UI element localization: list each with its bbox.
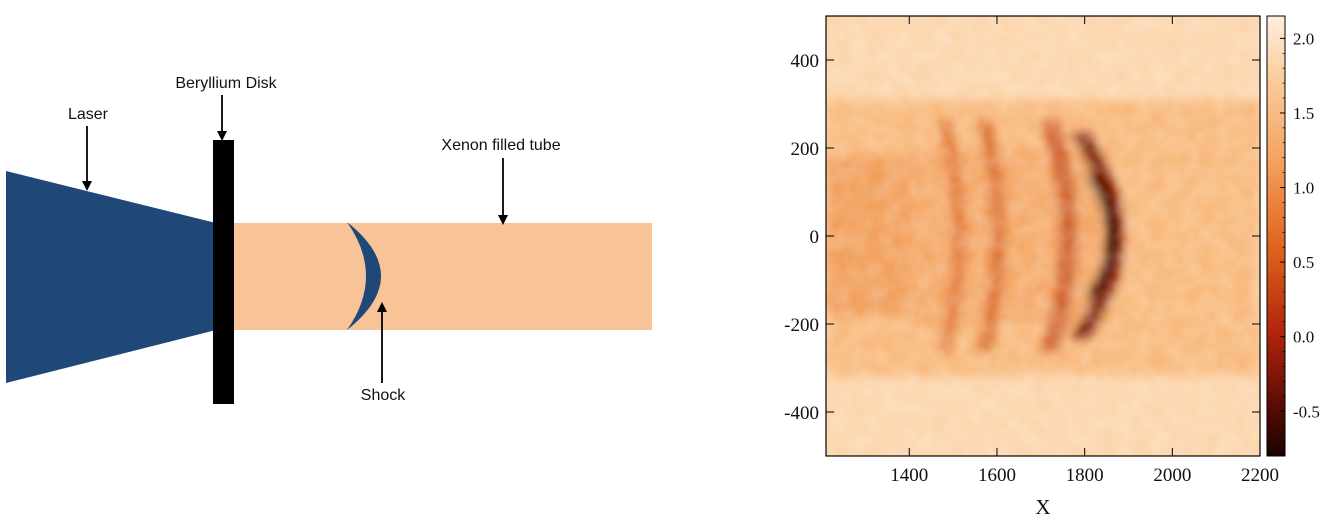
- colorbar-ticks: 2.0 1.5 1.0 0.5 0.0 -0.5: [1280, 29, 1320, 442]
- colorbar-tick-label: 0.5: [1293, 253, 1314, 272]
- schematic-diagram: Laser Beryllium Disk Xenon filled tube S…: [6, 75, 652, 404]
- colorbar-tick-label: 0.0: [1293, 328, 1314, 347]
- colorbar: 2.0 1.5 1.0 0.5 0.0 -0.5: [1266, 15, 1320, 457]
- x-tick-label: 2000: [1153, 465, 1191, 486]
- colorbar-gradient: [1267, 16, 1285, 456]
- x-tick-label: 1400: [890, 465, 928, 486]
- xenon-tube: [234, 223, 652, 330]
- x-tick-label: 2200: [1241, 465, 1279, 486]
- y-tick-label: -400: [784, 403, 819, 424]
- colorbar-tick-label: 1.5: [1293, 104, 1314, 123]
- y-tick-label: -200: [784, 315, 819, 336]
- disk-label: Beryllium Disk: [175, 75, 277, 92]
- x-tick-label: 1800: [1066, 465, 1104, 486]
- y-tick-label: 0: [810, 227, 820, 248]
- colorbar-tick-label: 2.0: [1293, 29, 1314, 48]
- laser-label: Laser: [68, 106, 109, 123]
- colorbar-tick-label: -0.5: [1293, 402, 1320, 421]
- colorbar-tick-label: 1.0: [1293, 179, 1314, 198]
- y-tick-label: 200: [791, 139, 820, 160]
- x-axis-title: X: [1035, 495, 1050, 519]
- shock-front: [347, 222, 381, 330]
- shock-label: Shock: [361, 387, 406, 404]
- beryllium-disk: [213, 140, 234, 404]
- x-tick-label: 1600: [978, 465, 1016, 486]
- heatmap-noise: [826, 16, 1260, 456]
- y-tick-label: 400: [791, 51, 820, 72]
- colorbar-frame: [1266, 15, 1286, 457]
- tube-label: Xenon filled tube: [441, 137, 560, 154]
- laser-beam: [6, 171, 216, 383]
- heatmap-image: [826, 16, 1260, 456]
